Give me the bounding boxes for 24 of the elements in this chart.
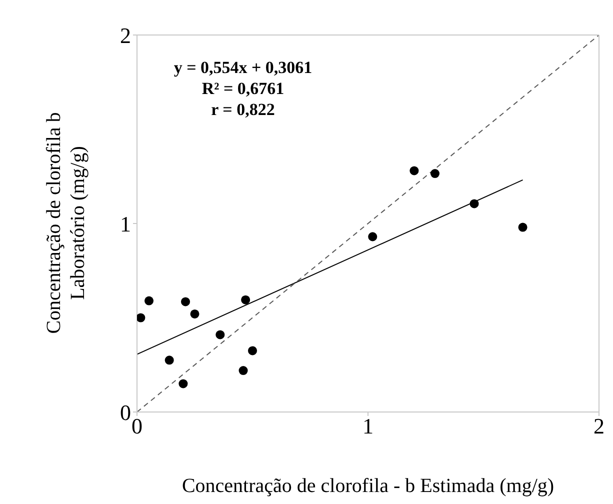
point bbox=[518, 222, 528, 232]
point bbox=[470, 199, 479, 208]
point bbox=[410, 166, 419, 176]
point bbox=[137, 313, 146, 322]
point bbox=[180, 297, 190, 306]
y-tick-label: 1 bbox=[120, 211, 131, 236]
y-axis-title: Concentração de clorofila b Laboratório (mg/g) bbox=[43, 112, 89, 334]
point bbox=[248, 346, 258, 356]
y-tick-label: 2 bbox=[120, 22, 131, 48]
point bbox=[238, 366, 248, 376]
point bbox=[164, 356, 174, 365]
annotation: R² = 0,6761 bbox=[202, 79, 284, 98]
point bbox=[178, 379, 188, 388]
point bbox=[241, 295, 250, 304]
x-axis-title: Concentração de clorofila - b Estimada (mg/g) bbox=[182, 475, 554, 497]
point bbox=[144, 296, 154, 306]
annotation: r = 0,822 bbox=[211, 100, 275, 119]
x-tick-label: 1 bbox=[362, 414, 374, 439]
x-tick-label: 2 bbox=[594, 414, 604, 439]
annotation: y = 0,554x + 0,3061 bbox=[174, 58, 312, 77]
point bbox=[190, 309, 200, 318]
point bbox=[368, 232, 378, 242]
point bbox=[430, 169, 440, 178]
point bbox=[216, 330, 225, 340]
